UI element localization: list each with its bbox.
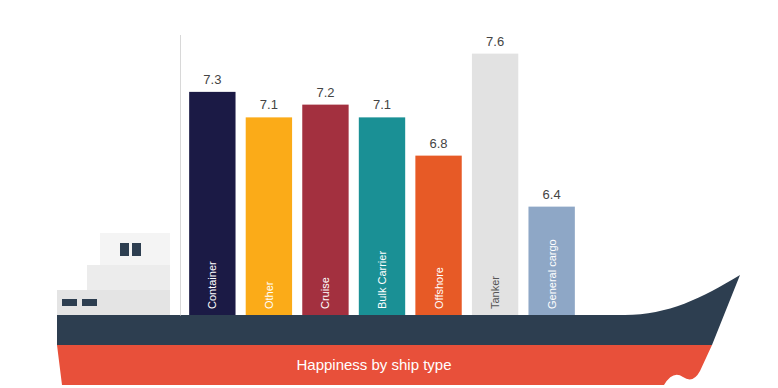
data-label: 7.1 xyxy=(373,97,391,112)
window xyxy=(82,299,97,306)
category-labels: Container Other Cruise Bulk Carrier Offshore… xyxy=(206,239,557,309)
bars xyxy=(189,54,575,315)
category-label: Tanker xyxy=(489,276,501,309)
data-label: 7.1 xyxy=(260,97,278,112)
bar xyxy=(246,117,292,315)
y-axis-line xyxy=(180,35,181,316)
category-label: Cruise xyxy=(319,277,331,309)
data-label: 6.8 xyxy=(430,136,448,151)
category-label: Container xyxy=(206,261,218,309)
window xyxy=(120,243,129,256)
data-labels: 7.3 7.1 7.2 7.1 6.8 7.6 6.4 xyxy=(203,34,560,202)
category-label: Other xyxy=(263,281,275,309)
bar xyxy=(528,207,574,315)
cabin-top xyxy=(100,233,170,267)
data-label: 7.2 xyxy=(316,85,334,100)
data-label: 6.4 xyxy=(543,187,561,202)
bar xyxy=(472,54,518,315)
chart: 7.3 7.1 7.2 7.1 6.8 7.6 6.4 Container Other Cruis… xyxy=(0,0,778,388)
bar xyxy=(359,117,405,315)
cabin-middle xyxy=(87,265,170,291)
bar xyxy=(415,156,461,315)
window xyxy=(62,299,77,306)
category-label: Offshore xyxy=(433,267,445,309)
category-label: General cargo xyxy=(546,239,558,309)
data-label: 7.6 xyxy=(486,34,504,49)
hull-lower xyxy=(57,345,712,385)
title: Happiness by ship type xyxy=(296,356,451,373)
window xyxy=(132,243,141,256)
y-axis xyxy=(180,35,181,316)
bar xyxy=(189,92,235,315)
cabin-bottom xyxy=(57,290,170,315)
category-label: Bulk Carrier xyxy=(376,251,388,309)
bar xyxy=(302,105,348,315)
data-label: 7.3 xyxy=(203,72,221,87)
